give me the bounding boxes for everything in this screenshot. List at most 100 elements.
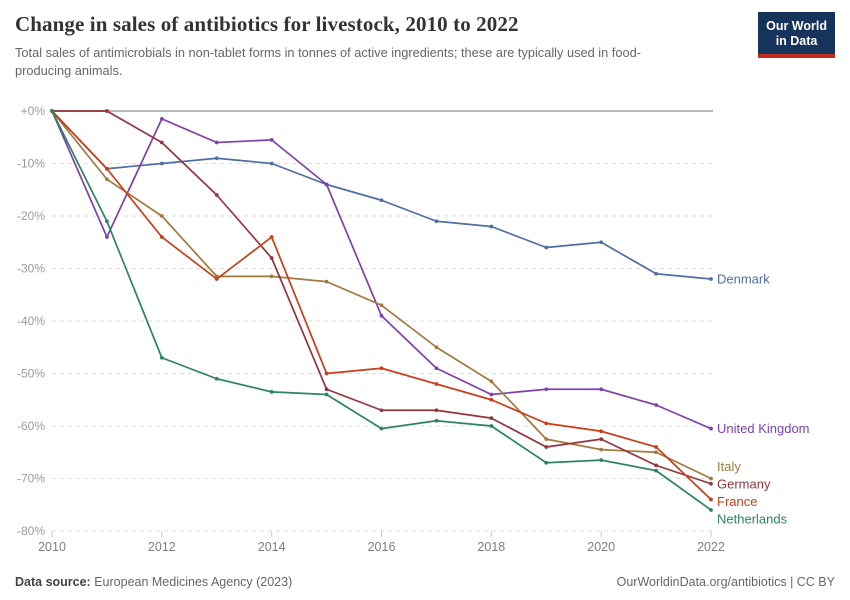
series-label-united-kingdom[interactable]: United Kingdom	[717, 421, 810, 436]
data-point-united-kingdom	[324, 182, 329, 187]
data-point-netherlands	[159, 355, 164, 360]
series-france[interactable]	[50, 109, 713, 502]
data-point-italy	[544, 437, 549, 442]
data-point-france	[654, 445, 658, 449]
data-point-france	[159, 235, 164, 239]
data-point-france	[434, 382, 439, 386]
data-point-italy	[269, 274, 274, 279]
data-point-united-kingdom	[489, 392, 494, 397]
data-point-denmark	[544, 245, 549, 250]
data-point-denmark	[709, 277, 713, 281]
data-point-france	[544, 421, 549, 426]
y-tick-label: -10%	[17, 157, 45, 171]
series-line-italy[interactable]	[51, 110, 712, 480]
data-point-italy	[379, 303, 384, 308]
data-point-netherlands	[105, 219, 109, 224]
y-tick-label: -70%	[17, 472, 45, 486]
data-point-united-kingdom	[379, 313, 384, 318]
data-point-netherlands	[379, 426, 384, 431]
x-tick-label: 2014	[258, 540, 286, 554]
data-point-denmark	[159, 161, 164, 166]
data-point-italy	[159, 214, 164, 218]
data-point-netherlands	[434, 418, 439, 423]
license-link[interactable]: OurWorldinData.org/antibiotics | CC BY	[616, 575, 835, 589]
y-tick-label: -20%	[17, 209, 45, 223]
data-point-italy	[324, 279, 329, 284]
data-point-united-kingdom	[709, 426, 713, 431]
data-point-italy	[489, 379, 494, 384]
y-tick-label: -50%	[17, 367, 45, 381]
data-point-germany	[434, 408, 439, 413]
data-point-denmark	[379, 198, 384, 203]
series-label-germany[interactable]: Germany	[717, 477, 771, 492]
data-point-germany	[269, 256, 274, 260]
data-point-italy	[599, 447, 604, 452]
data-point-germany	[324, 387, 329, 392]
owid-logo: Our World in Data	[758, 12, 835, 58]
data-point-united-kingdom	[599, 387, 604, 392]
y-tick-label: -40%	[17, 314, 45, 328]
data-point-france	[324, 371, 329, 376]
data-point-netherlands	[654, 468, 658, 473]
data-point-france	[709, 497, 713, 502]
data-point-france	[105, 166, 109, 171]
page-title: Change in sales of antibiotics for lives…	[15, 12, 519, 36]
data-point-united-kingdom	[434, 366, 439, 371]
data-point-germany	[599, 437, 604, 442]
series-label-france[interactable]: France	[717, 494, 757, 509]
chart-subtitle: Total sales of antimicrobials in non-tab…	[15, 45, 641, 79]
data-point-france	[269, 235, 274, 239]
y-tick-label: -30%	[17, 262, 45, 276]
data-point-netherlands	[50, 109, 54, 113]
data-point-netherlands	[544, 460, 549, 465]
data-point-netherlands	[599, 458, 604, 463]
data-point-denmark	[599, 240, 604, 245]
data-point-italy	[434, 345, 439, 350]
series-label-denmark[interactable]: Denmark	[717, 272, 770, 287]
data-point-netherlands	[709, 508, 713, 512]
series-united-kingdom[interactable]	[50, 109, 713, 431]
data-point-united-kingdom	[269, 137, 274, 142]
chart-header: Change in sales of antibiotics for lives…	[15, 12, 835, 81]
data-point-netherlands	[324, 392, 329, 397]
x-tick-label: 2018	[477, 540, 505, 554]
data-point-germany	[544, 445, 549, 449]
x-tick-label: 2016	[368, 540, 396, 554]
data-point-united-kingdom	[654, 403, 658, 407]
data-point-united-kingdom	[544, 387, 549, 392]
data-point-italy	[709, 476, 713, 481]
data-point-denmark	[214, 156, 219, 161]
data-point-germany	[654, 463, 658, 468]
series-label-italy[interactable]: Italy	[717, 459, 741, 474]
owid-logo-line1: Our World	[766, 19, 827, 33]
series-label-netherlands[interactable]: Netherlands	[717, 512, 788, 527]
data-point-netherlands	[214, 376, 219, 381]
data-point-denmark	[654, 271, 658, 276]
data-point-france	[214, 277, 219, 281]
data-point-united-kingdom	[214, 140, 219, 145]
y-tick-label: +0%	[21, 104, 46, 118]
owid-logo-line2: in Data	[775, 34, 818, 48]
series-italy[interactable]	[50, 109, 713, 481]
x-tick-label: 2012	[148, 540, 176, 554]
series-netherlands[interactable]	[50, 109, 713, 512]
data-source: Data source: European Medicines Agency (…	[15, 575, 292, 589]
data-point-france	[599, 429, 604, 434]
y-tick-label: -60%	[17, 419, 45, 433]
data-point-denmark	[269, 161, 274, 166]
data-point-denmark	[489, 224, 494, 229]
data-point-france	[379, 366, 384, 371]
x-tick-label: 2022	[697, 540, 725, 554]
data-point-netherlands	[489, 424, 494, 428]
data-point-united-kingdom	[105, 235, 109, 239]
data-point-germany	[214, 193, 219, 197]
data-point-germany	[709, 481, 713, 486]
x-tick-label: 2010	[38, 540, 66, 554]
x-tick-label: 2020	[587, 540, 615, 554]
data-source-label: Data source:	[15, 575, 91, 589]
data-point-netherlands	[269, 389, 274, 394]
series-line-united-kingdom[interactable]	[51, 110, 712, 430]
